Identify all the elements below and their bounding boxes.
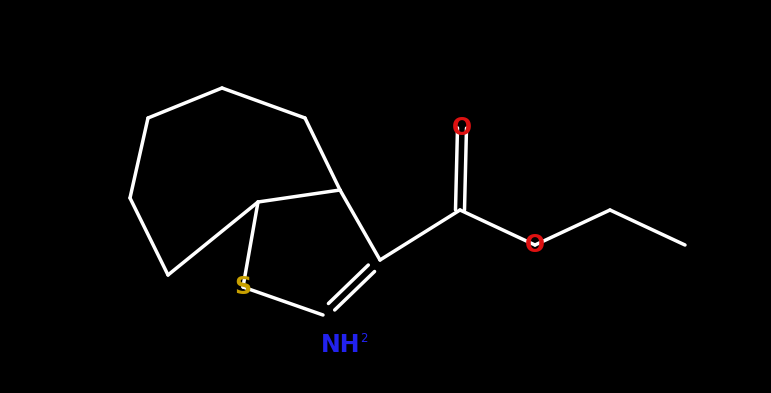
- Text: O: O: [525, 233, 545, 257]
- Text: S: S: [234, 275, 251, 299]
- Text: NH: NH: [321, 333, 360, 357]
- Text: $_2$: $_2$: [360, 327, 369, 345]
- Text: O: O: [452, 116, 472, 140]
